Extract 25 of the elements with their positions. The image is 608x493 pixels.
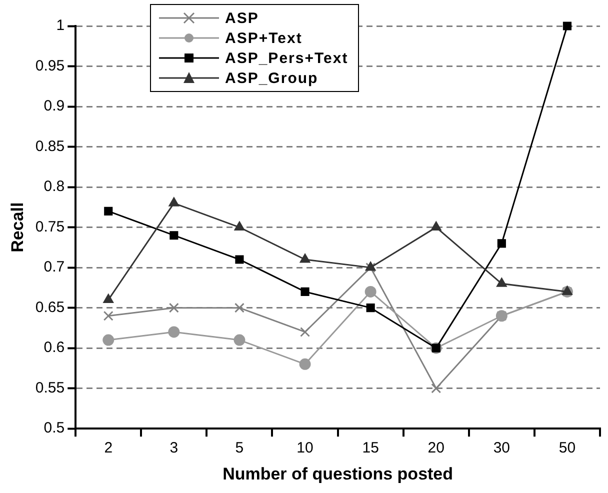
legend-label: ASP (225, 10, 259, 26)
x-tick-label: 30 (493, 440, 510, 457)
x-axis-title: Number of questions posted (222, 464, 454, 484)
x-tick-label: 3 (170, 440, 178, 457)
y-tick-label: 0.8 (44, 178, 65, 196)
y-tick-label: 0.9 (44, 98, 65, 115)
y-tick-label: 0.75 (35, 218, 65, 236)
y-tick-label: 0.7 (44, 258, 65, 276)
y-axis-title: Recall (8, 202, 27, 252)
y-tick-label: 0.5 (44, 420, 65, 437)
x-tick-label: 5 (235, 440, 244, 457)
x-tick-label: 50 (558, 440, 576, 457)
x-tick-label: 2 (104, 440, 113, 457)
legend-label: ASP_Group (225, 70, 318, 86)
y-tick-label: 0.6 (44, 339, 65, 356)
y-tick-label: 1 (56, 17, 65, 34)
x-tick-label: 20 (428, 440, 444, 457)
y-tick-label: 0.55 (35, 379, 65, 396)
x-tick-label: 10 (296, 440, 314, 457)
y-tick-label: 0.95 (35, 57, 65, 74)
y-tick-label: 0.65 (35, 298, 65, 316)
x-tick-label: 15 (362, 440, 379, 457)
y-tick-label: 0.85 (35, 138, 65, 155)
legend-label: ASP_Pers+Text (225, 50, 348, 66)
legend-label: ASP+Text (225, 30, 302, 46)
